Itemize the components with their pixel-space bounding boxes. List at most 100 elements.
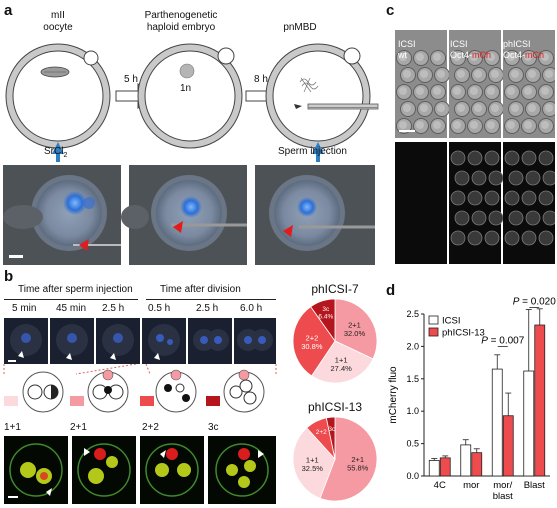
bf-embryo-inner-1-1-0 (457, 70, 465, 78)
col3-label: phICSI Oct4-mCh (503, 39, 544, 61)
bar-1-3 (534, 324, 546, 477)
panel-c-label: c (386, 2, 395, 19)
y-tick-label-0: 0.0 (406, 471, 419, 481)
panel-a-label: a (4, 2, 13, 19)
srcl2-label: SrCl2 (44, 146, 67, 159)
fl-embryo-1-1-2 (488, 170, 504, 186)
bf-embryo-inner-2-4-1 (524, 121, 532, 129)
legend-label-0: ICSI (442, 316, 460, 327)
fl-embryo-2-3-2 (542, 210, 555, 226)
bf-embryo-inner-0-2-1 (416, 87, 424, 95)
fl-embryo-2-0-1 (521, 150, 537, 166)
pie-2-slice-1 (292, 427, 336, 499)
col1-label: ICSI wt (398, 39, 416, 61)
bf-embryo-inner-0-4-1 (416, 121, 424, 129)
bf-embryo-inner-1-1-2 (491, 70, 499, 78)
pie-1-slice-3-label: 3c (322, 306, 330, 313)
bar-0-1 (460, 444, 472, 477)
bar-1-1 (471, 452, 483, 477)
srcl2-text: SrCl (44, 146, 64, 157)
pie-1-slice-0-pct: 32.0% (344, 329, 366, 338)
header-after-division: Time after division (160, 284, 241, 295)
injection-arrow-icon (312, 142, 324, 154)
timelapse-frames (4, 318, 276, 364)
x-tick-label-2-1: blast (493, 491, 513, 502)
bar-1-0 (439, 457, 451, 477)
bf-embryo-inner-2-0-1 (524, 53, 532, 61)
annot-text-1: P = 0.020 (513, 297, 556, 308)
bar-0-0 (428, 460, 440, 477)
class-label-3c: 3c (208, 422, 219, 433)
panel-a-micrographs (3, 165, 375, 265)
arrow-label-8h: 8 h (254, 74, 268, 85)
timepoint-2-5h-right: 2.5 h (196, 303, 219, 314)
bf-embryo-inner-1-2-2 (487, 87, 495, 95)
pie-1-slice-3 (310, 298, 336, 343)
micrograph-a3 (255, 165, 375, 265)
fl-embryo-1-4-1 (467, 230, 483, 246)
panel-b-label: b (4, 268, 14, 285)
bf-embryo-inner-0-3-1 (420, 104, 428, 112)
bar-0-2 (491, 368, 503, 477)
fl-embryo-1-4-0 (450, 230, 466, 246)
pie-chart-phicsi-13: 2+155.8% 1+132.5% 2+2 3c (292, 416, 378, 502)
bar-0-3 (523, 370, 535, 477)
fl-embryo-1-2-0 (450, 190, 466, 206)
pie-1-slice-3-pct: 6.4% (318, 314, 333, 321)
bf-embryo-inner-0-1-1 (420, 70, 428, 78)
pie-1-slice-0 (334, 298, 378, 360)
pie-1-slice-1-pct: 27.4% (331, 364, 353, 373)
bf-embryo-inner-2-3-1 (528, 104, 536, 112)
nucleus-label-1n: 1n (180, 83, 192, 94)
srcl2-arrow-icon (52, 142, 64, 154)
pie-2-slice-0-label: 2+1 (351, 455, 364, 464)
bf-embryo-inner-2-3-2 (545, 104, 553, 112)
fl-embryo-2-3-1 (525, 210, 541, 226)
col3-label-line1: phICSI (503, 39, 531, 49)
class-label-2-1: 2+1 (70, 422, 87, 433)
fl-embryo-1-0-1 (467, 150, 483, 166)
bar-chart: 0.0 0.5 1.0 1.5 2.0 2.5 mCherry fluo 4C mor mor/b… (388, 297, 556, 502)
fluor-1-1 (4, 436, 68, 504)
fl-embryo-2-1-1 (525, 170, 541, 186)
legend-label-1: phICSI-13 (442, 328, 485, 339)
bf-embryo-inner-2-1-1 (528, 70, 536, 78)
fl-embryo-1-3-1 (471, 210, 487, 226)
bf-embryo-inner-0-2-2 (433, 87, 441, 95)
bf-embryo-inner-2-4-0 (507, 121, 515, 129)
pie-1-slice-1-label: 1+1 (335, 355, 348, 364)
bf-embryo-inner-1-0-0 (453, 53, 461, 61)
bf-embryo-inner-0-0-1 (416, 53, 424, 61)
col2-label-line1: ICSI (450, 39, 468, 49)
fl-embryo-2-0-2 (538, 150, 554, 166)
bf-embryo-inner-2-3-0 (511, 104, 519, 112)
bf-embryo-inner-1-2-1 (470, 87, 478, 95)
pie-1-slice-2-pct: 30.8% (301, 342, 323, 351)
y-tick-label-1: 0.5 (406, 439, 419, 449)
bf-embryo-inner-2-2-1 (524, 87, 532, 95)
zoom-lines (3, 364, 277, 375)
col2-label-line2: Oct4- (450, 50, 473, 60)
sperm-injection-label: Sperm injection (278, 146, 347, 157)
fl-embryo-2-2-1 (521, 190, 537, 206)
bf-embryo-inner-0-3-2 (437, 104, 445, 112)
step-2-title-line2: haploid embryo (146, 22, 216, 33)
bf-embryo-inner-1-3-1 (474, 104, 482, 112)
srcl2-subscript: 2 (63, 152, 68, 159)
col3-label-red: mCh (525, 50, 545, 60)
bar-1-2 (502, 415, 514, 477)
panel-b-timelapse (4, 318, 276, 364)
timepoint-6h: 6.0 h (240, 303, 263, 314)
col1-label-line1: ICSI (398, 39, 416, 49)
class-1-1-diagram (4, 371, 64, 413)
y-tick-label-3: 1.5 (406, 374, 419, 384)
bf-embryo-inner-0-4-0 (399, 121, 407, 129)
bf-embryo-inner-2-2-0 (507, 87, 515, 95)
fl-embryo-2-1-2 (542, 170, 555, 186)
step-1-title-line1: mII (51, 10, 65, 21)
fl-embryo-1-0-0 (450, 150, 466, 166)
pie-1-title: phICSI-7 (311, 282, 359, 296)
bf-embryo-inner-1-3-2 (491, 104, 499, 112)
panel-d-label: d (386, 282, 396, 299)
timepoint-2-5h-left: 2.5 h (102, 303, 125, 314)
